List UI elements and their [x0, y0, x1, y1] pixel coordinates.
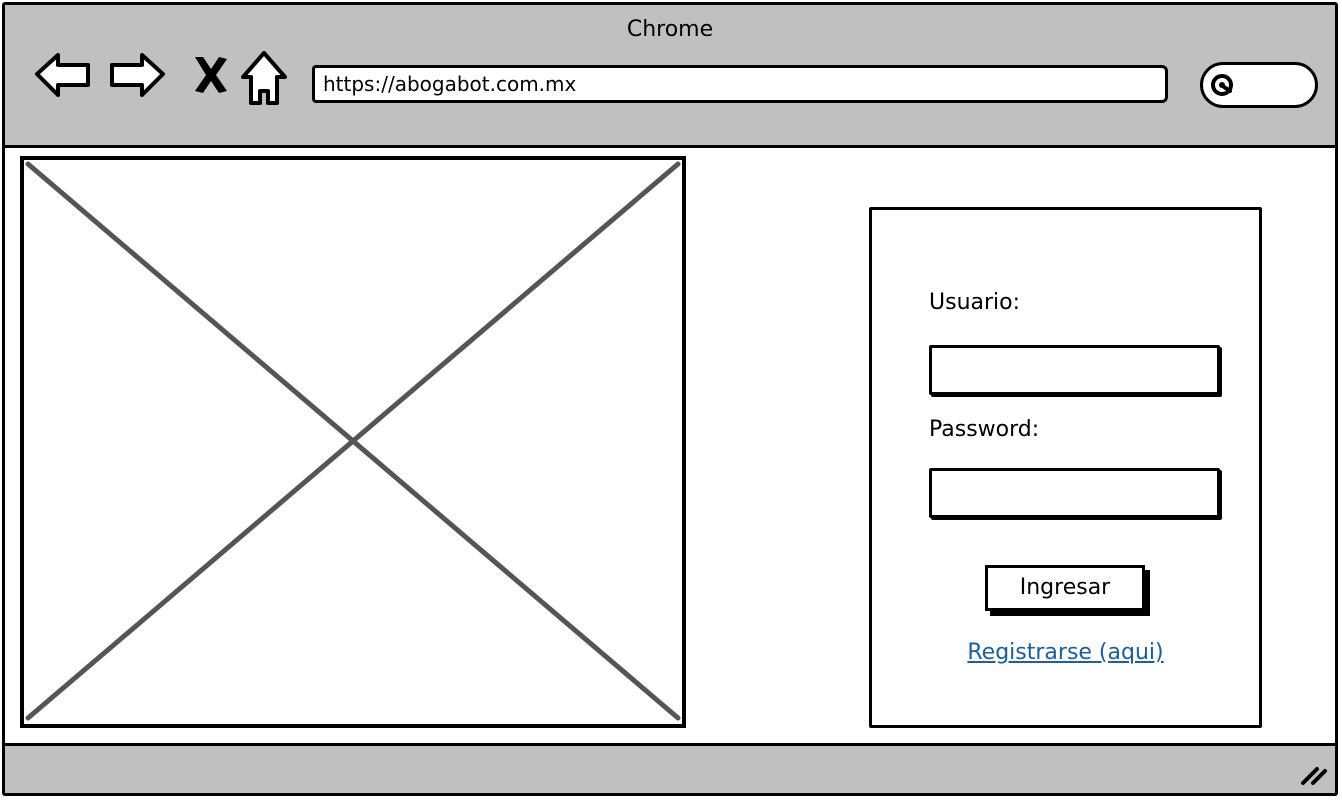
status-bar: [5, 743, 1335, 793]
page-content: Usuario: Password: Ingresar Registrarse …: [5, 148, 1335, 748]
register-link[interactable]: Registrarse (aqui): [967, 640, 1164, 665]
username-label: Usuario:: [929, 290, 1021, 315]
close-icon[interactable]: [181, 47, 241, 107]
home-icon[interactable]: [235, 47, 295, 107]
browser-toolbar: Chrome https://abogabot.com.mx: [5, 5, 1335, 148]
window-title: Chrome: [626, 17, 714, 42]
browser-search-box[interactable]: [1200, 62, 1318, 108]
password-label: Password:: [929, 417, 1040, 442]
image-placeholder: [20, 156, 686, 728]
arrow-right-icon[interactable]: [107, 47, 167, 107]
url-text: https://abogabot.com.mx: [323, 72, 577, 96]
arrow-left-icon[interactable]: [33, 47, 93, 107]
search-icon: [1211, 74, 1233, 96]
password-input[interactable]: [929, 468, 1220, 518]
resize-grip-icon[interactable]: [1299, 757, 1329, 787]
login-panel: Usuario: Password: Ingresar Registrarse …: [869, 207, 1262, 728]
login-button[interactable]: Ingresar: [985, 565, 1145, 611]
url-bar[interactable]: https://abogabot.com.mx: [312, 65, 1168, 103]
username-input[interactable]: [929, 345, 1220, 395]
